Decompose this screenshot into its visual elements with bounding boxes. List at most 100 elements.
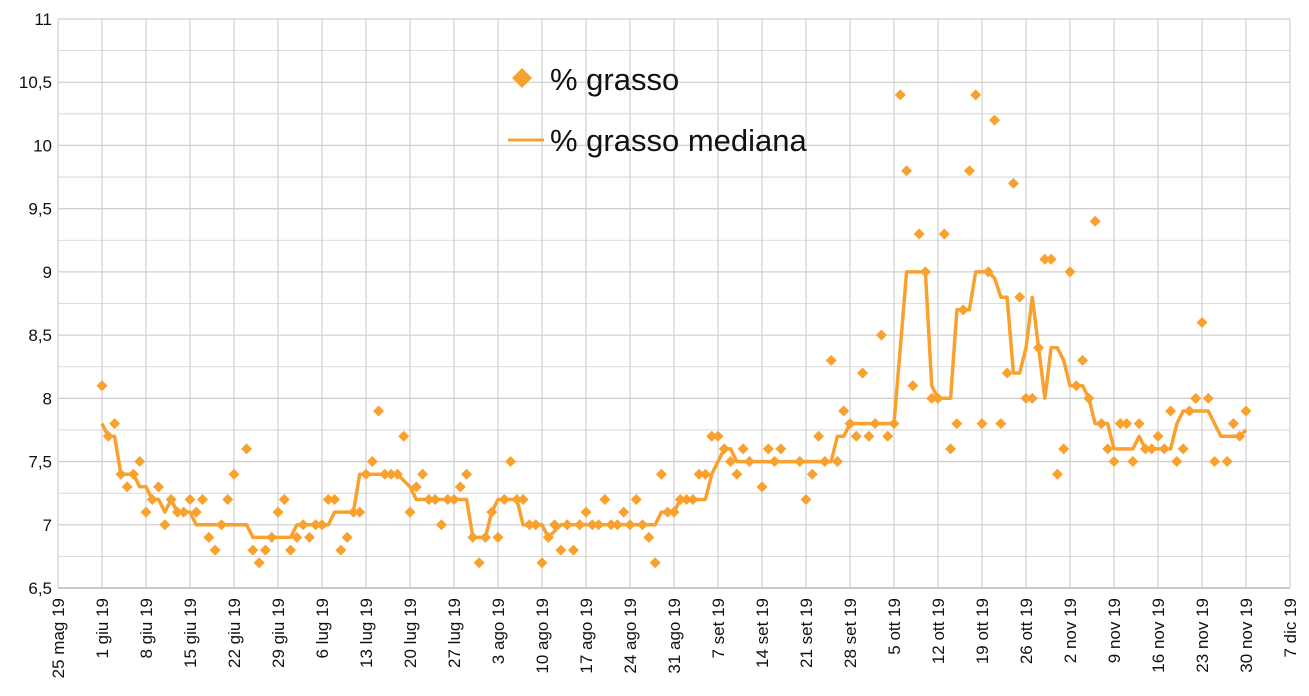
data-point xyxy=(1014,291,1026,303)
x-tick-label: 20 lug 19 xyxy=(401,598,420,668)
x-tick-label: 22 giu 19 xyxy=(225,598,244,668)
y-tick-label: 7,5 xyxy=(28,453,52,472)
data-point xyxy=(341,531,353,543)
grid xyxy=(57,18,1291,589)
data-point xyxy=(203,531,215,543)
data-point xyxy=(1121,418,1133,430)
data-point xyxy=(1026,392,1038,404)
data-point xyxy=(951,418,963,430)
data-point xyxy=(712,430,724,442)
data-point xyxy=(134,456,146,468)
data-point xyxy=(461,468,473,480)
data-point xyxy=(769,456,781,468)
data-point xyxy=(1102,443,1114,455)
data-point xyxy=(599,493,611,505)
data-point xyxy=(794,456,806,468)
data-point xyxy=(982,266,994,278)
data-point xyxy=(970,89,982,101)
data-point xyxy=(756,481,768,493)
data-point xyxy=(706,430,718,442)
data-point xyxy=(681,493,693,505)
data-point xyxy=(517,493,529,505)
data-point xyxy=(1039,253,1051,265)
data-point xyxy=(737,443,749,455)
data-point xyxy=(888,418,900,430)
data-point xyxy=(448,493,460,505)
data-point xyxy=(511,493,523,505)
data-point xyxy=(825,354,837,366)
data-point xyxy=(687,493,699,505)
data-point xyxy=(1240,405,1252,417)
y-tick-label: 10,5 xyxy=(19,73,52,92)
data-point xyxy=(398,430,410,442)
data-point xyxy=(272,506,284,518)
x-axis-ticks: 25 mag 19 1 giu 19 8 giu 19 15 giu 19 22 giu… xyxy=(49,598,1300,678)
data-point xyxy=(1051,468,1063,480)
data-point xyxy=(1183,405,1195,417)
data-point xyxy=(637,519,649,531)
data-point xyxy=(505,456,517,468)
data-point xyxy=(153,481,165,493)
data-point xyxy=(624,519,636,531)
data-point xyxy=(1127,456,1139,468)
data-point xyxy=(197,493,209,505)
data-point xyxy=(1158,443,1170,455)
data-point xyxy=(259,544,271,556)
data-point xyxy=(530,519,542,531)
legend-label-scatter: % grasso xyxy=(550,62,679,97)
data-point xyxy=(838,405,850,417)
x-tick-label: 25 mag 19 xyxy=(49,598,68,678)
data-point xyxy=(410,481,422,493)
data-point xyxy=(1177,443,1189,455)
legend-marker-scatter xyxy=(512,68,532,88)
data-point xyxy=(1020,392,1032,404)
x-tick-label: 24 ago 19 xyxy=(621,598,640,674)
data-point xyxy=(1007,177,1019,189)
data-point xyxy=(373,405,385,417)
data-point xyxy=(762,443,774,455)
data-point xyxy=(1108,456,1120,468)
data-point xyxy=(945,443,957,455)
data-point xyxy=(662,506,674,518)
y-axis-ticks: 6,5 7 7,5 8 8,5 9 9,5 10 10,5 11 xyxy=(19,10,52,598)
series-marks xyxy=(96,89,1252,569)
data-point xyxy=(209,544,221,556)
data-point xyxy=(1165,405,1177,417)
data-point xyxy=(228,468,240,480)
y-tick-label: 11 xyxy=(34,10,52,29)
data-point xyxy=(580,506,592,518)
data-point xyxy=(165,493,177,505)
data-point xyxy=(121,481,133,493)
data-point xyxy=(435,519,447,531)
data-point xyxy=(536,557,548,569)
data-point xyxy=(618,506,630,518)
data-point xyxy=(1077,354,1089,366)
data-point xyxy=(146,493,158,505)
data-point xyxy=(102,430,114,442)
data-point xyxy=(731,468,743,480)
data-point xyxy=(184,493,196,505)
data-point xyxy=(1114,418,1126,430)
data-point xyxy=(1089,215,1101,227)
data-point xyxy=(190,506,202,518)
data-point xyxy=(630,493,642,505)
data-point xyxy=(655,468,667,480)
data-point xyxy=(1171,456,1183,468)
data-point xyxy=(800,493,812,505)
data-point xyxy=(1070,380,1082,392)
data-point xyxy=(1133,418,1145,430)
data-point xyxy=(1139,443,1151,455)
data-point xyxy=(1146,443,1158,455)
data-point xyxy=(303,531,315,543)
data-point xyxy=(693,468,705,480)
data-point xyxy=(1033,342,1045,354)
data-point xyxy=(310,519,322,531)
data-point xyxy=(674,493,686,505)
data-point xyxy=(473,557,485,569)
data-point xyxy=(417,468,429,480)
y-tick-label: 6,5 xyxy=(28,579,52,598)
data-point xyxy=(467,531,479,543)
data-point xyxy=(523,519,535,531)
x-tick-label: 12 ott 19 xyxy=(929,598,948,664)
